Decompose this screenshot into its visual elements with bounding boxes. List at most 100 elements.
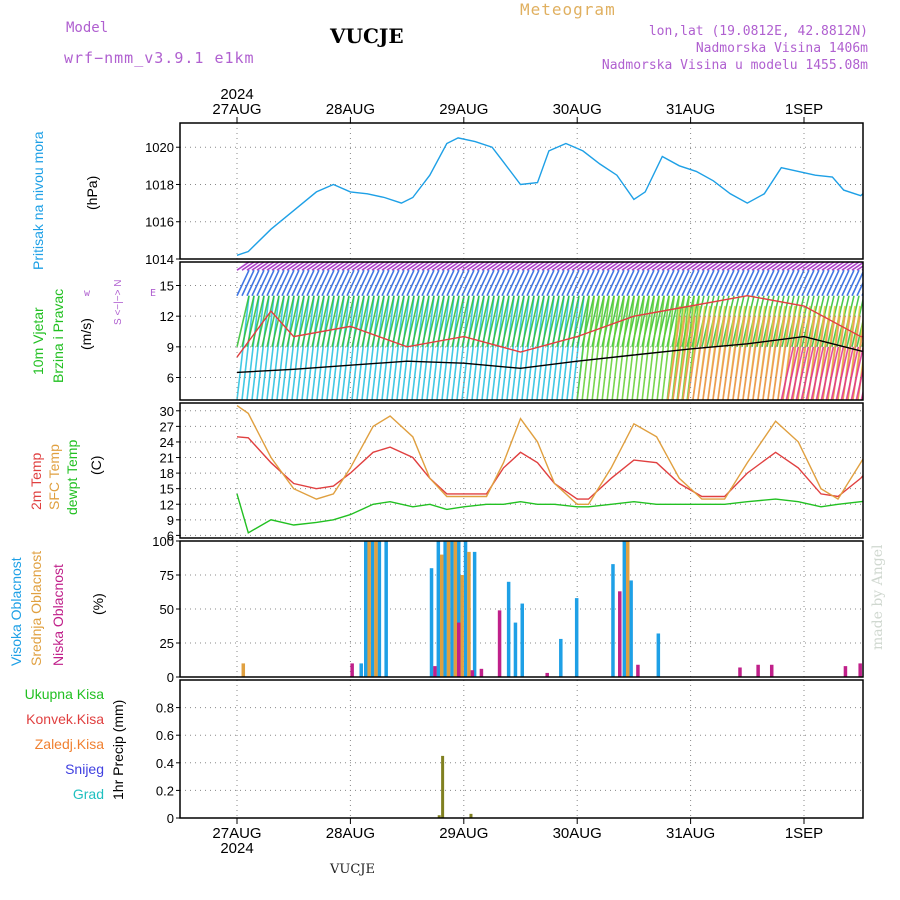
y-tick-label: 25	[160, 636, 174, 651]
wind-barb	[451, 295, 465, 400]
wind-barb	[396, 269, 410, 297]
wind-barb	[406, 295, 420, 400]
wind-barb	[266, 269, 280, 297]
y-tick-label: 0.8	[156, 701, 174, 716]
y-tick-label: 1018	[145, 177, 174, 192]
wind-barb	[676, 269, 690, 297]
wind-barb	[820, 346, 835, 400]
wind-barb	[436, 269, 450, 297]
wind-barb	[316, 295, 330, 348]
bar	[441, 755, 445, 818]
wind-barb	[576, 269, 590, 297]
bar	[446, 541, 451, 677]
bar	[756, 664, 760, 677]
wind-barb	[671, 295, 685, 400]
wind-barb	[656, 295, 670, 400]
wind-barb	[571, 295, 585, 348]
wind-barb	[686, 295, 700, 400]
panel-frame	[179, 261, 864, 401]
wind-barb	[411, 262, 425, 271]
wind-barb	[511, 262, 525, 271]
wind-barb	[756, 262, 770, 271]
y-tick-label: 18	[160, 466, 174, 481]
wind-barb	[346, 295, 360, 348]
wind-barb	[301, 269, 315, 297]
wind-barb	[521, 262, 535, 271]
wind-barb	[651, 262, 665, 271]
wind-barb	[741, 262, 755, 271]
wind-barb	[366, 262, 380, 271]
wind-barb	[281, 295, 295, 400]
bar	[467, 551, 471, 677]
wind-barb	[541, 262, 555, 271]
wind-barb	[611, 269, 625, 297]
wind-barb	[506, 262, 520, 271]
wind-barb	[491, 262, 505, 271]
wind-barb	[556, 295, 570, 348]
wind-barb	[561, 295, 575, 400]
wind-barb	[801, 269, 815, 297]
wind-barb	[351, 262, 365, 271]
wind-barb	[341, 262, 355, 271]
wind-barb	[401, 269, 415, 297]
wind-barb	[411, 269, 425, 297]
wind-barb	[810, 346, 825, 400]
wind-barb	[316, 262, 330, 271]
wind-barb	[446, 295, 460, 400]
wind-barb	[286, 262, 300, 271]
wind-barb	[862, 393, 863, 400]
wind-barb	[586, 262, 600, 271]
wind-barb	[376, 295, 390, 400]
bar	[241, 663, 246, 677]
wind-barb	[406, 295, 420, 348]
wind-barb	[767, 316, 781, 400]
x-tick-label: 28AUG	[326, 825, 375, 842]
wind-barb	[326, 295, 340, 400]
wind-barb	[371, 295, 385, 400]
wind-barb	[631, 295, 645, 400]
x-tick-label: 27AUG	[212, 825, 261, 842]
wind-barb	[772, 316, 786, 400]
wind-barb	[391, 295, 405, 348]
bar	[370, 541, 375, 677]
series-line-2-0	[236, 436, 863, 500]
wind-barb	[606, 269, 620, 297]
wind-barb	[681, 295, 695, 400]
wind-barb	[861, 291, 863, 297]
wind-barb	[456, 269, 470, 297]
wind-barb	[850, 346, 863, 400]
y-tick-label: 0	[167, 670, 174, 685]
y-tick-label: 15	[160, 482, 174, 497]
wind-barb	[551, 295, 565, 400]
wind-barb	[806, 262, 820, 271]
wind-barb	[241, 295, 255, 400]
wind-barb	[631, 269, 645, 297]
wind-barb	[351, 295, 365, 348]
bar	[545, 672, 549, 677]
wind-barb	[571, 295, 585, 400]
wind-barb	[661, 295, 675, 400]
wind-barb	[241, 269, 255, 297]
wind-barb	[336, 295, 350, 400]
wind-barb	[831, 262, 845, 271]
wind-barb	[626, 262, 640, 271]
wind-barb	[356, 295, 370, 348]
wind-barb	[726, 262, 740, 271]
wind-barb	[796, 269, 810, 297]
wind-barb	[321, 269, 335, 297]
wind-barb	[746, 269, 760, 297]
bar	[429, 568, 434, 677]
wind-barb	[416, 269, 430, 297]
wind-barb	[736, 262, 750, 271]
wind-barb	[846, 269, 860, 297]
wind-barb	[301, 295, 315, 348]
bar	[629, 580, 633, 677]
wind-barb	[476, 262, 490, 271]
wind-barb	[471, 295, 485, 400]
x-tick-label: 30AUG	[553, 825, 602, 842]
wind-barb	[795, 346, 810, 400]
wind-barb	[845, 346, 860, 400]
y-tick-label: 50	[160, 602, 174, 617]
wind-barb	[276, 295, 290, 400]
wind-barb	[271, 295, 285, 348]
